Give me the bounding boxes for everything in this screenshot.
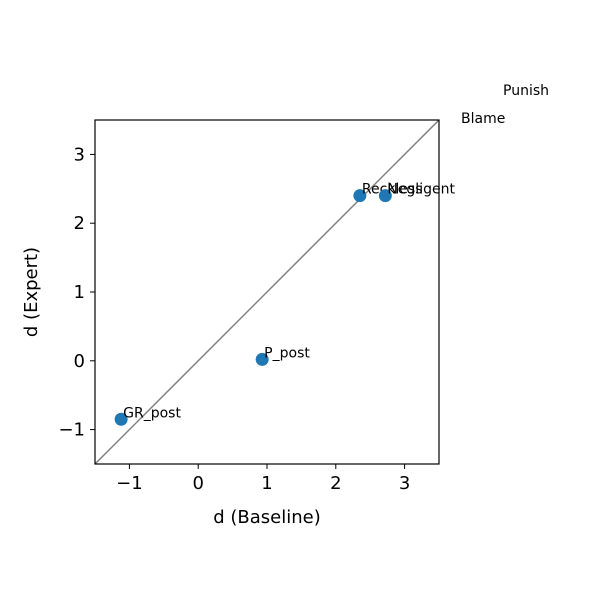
outside-label: Punish: [503, 83, 549, 99]
y-tick-label: −1: [58, 420, 85, 441]
point-label: Negligent: [387, 182, 455, 198]
scatter-point: [255, 352, 269, 366]
x-tick-label: −1: [116, 473, 143, 494]
y-tick-label: 1: [74, 282, 85, 303]
y-tick-label: 0: [74, 351, 85, 372]
scatter-point: [353, 189, 367, 203]
scatter-point: [378, 189, 392, 203]
x-axis-label: d (Baseline): [213, 507, 321, 528]
ticks-layer: −1 0 1 2 3 −1 0 1 2 3: [58, 144, 410, 494]
y-tick-label: 3: [74, 144, 85, 165]
point-label: Reckless: [362, 182, 423, 198]
y-axis-label: d (Expert): [21, 247, 42, 337]
x-tick-label: 0: [192, 473, 203, 494]
scatter-point: [114, 412, 128, 426]
y-tick-label: 2: [74, 213, 85, 234]
point-label: GR_post: [123, 405, 181, 421]
x-tick-label: 3: [399, 473, 410, 494]
point-label: P_post: [264, 345, 310, 361]
x-tick-label: 2: [330, 473, 341, 494]
reference-line-layer: [94, 119, 440, 465]
reference-line-y-equals-x: [94, 119, 440, 465]
outside-labels-layer: Punish Blame: [461, 83, 549, 127]
outside-label: Blame: [461, 111, 505, 127]
x-tick-label: 1: [261, 473, 272, 494]
